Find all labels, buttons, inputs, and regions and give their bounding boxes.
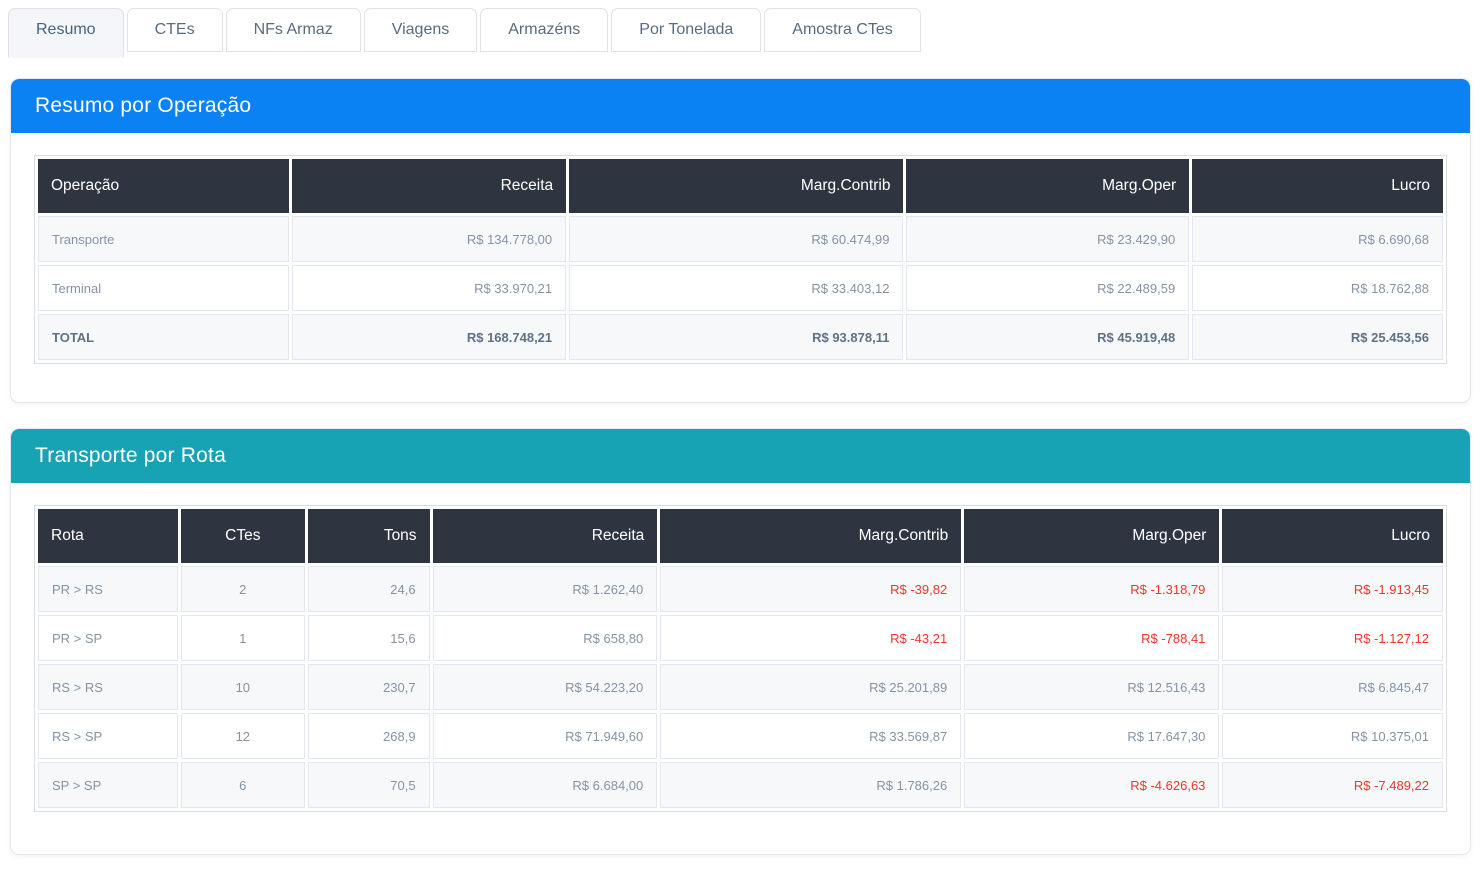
column-header-marg-contrib: Marg.Contrib: [569, 159, 904, 213]
cell-marg-oper: R$ 23.429,90: [906, 216, 1190, 262]
cell-ctes: 6: [181, 762, 305, 808]
cell-rota: PR > RS: [38, 566, 179, 612]
cell-marg-contrib: R$ 33.403,12: [569, 265, 904, 311]
cell-total-lucro: R$ 25.453,56: [1192, 314, 1443, 360]
cell-tons: 24,6: [307, 566, 430, 612]
cell-receita: R$ 134.778,00: [291, 216, 567, 262]
column-header-receita: Receita: [291, 159, 567, 213]
column-header-receita: Receita: [432, 509, 658, 563]
panel-resumo-header: Resumo por Operação: [11, 79, 1470, 133]
table-row-pr-sp: PR > SP 1 15,6 R$ 658,80 R$ -43,21 R$ -7…: [38, 615, 1443, 661]
column-header-operacao: Operação: [38, 159, 289, 213]
column-header-marg-oper: Marg.Oper: [906, 159, 1190, 213]
cell-receita: R$ 33.970,21: [291, 265, 567, 311]
tab-viagens[interactable]: Viagens: [363, 8, 478, 52]
rota-table-header-row: Rota CTes Tons Receita Marg.Contrib Marg…: [38, 509, 1443, 563]
column-header-rota: Rota: [38, 509, 179, 563]
cell-total-receita: R$ 168.748,21: [291, 314, 567, 360]
cell-rota: PR > SP: [38, 615, 179, 661]
cell-receita: R$ 71.949,60: [432, 713, 658, 759]
cell-rota: RS > RS: [38, 664, 179, 710]
panel-rota-title: Transporte por Rota: [35, 444, 226, 467]
cell-tons: 268,9: [307, 713, 430, 759]
column-header-lucro: Lucro: [1192, 159, 1443, 213]
panel-rota-header: Transporte por Rota: [11, 429, 1470, 483]
panel-rota-body: Rota CTes Tons Receita Marg.Contrib Marg…: [11, 483, 1470, 854]
cell-lucro: R$ 18.762,88: [1192, 265, 1443, 311]
cell-marg-oper: R$ -1.318,79: [964, 566, 1220, 612]
table-row-sp-sp: SP > SP 6 70,5 R$ 6.684,00 R$ 1.786,26 R…: [38, 762, 1443, 808]
table-row-pr-rs: PR > RS 2 24,6 R$ 1.262,40 R$ -39,82 R$ …: [38, 566, 1443, 612]
cell-ctes: 2: [181, 566, 305, 612]
panel-transporte-por-rota: Transporte por Rota Rota CTes Tons Recei…: [10, 428, 1471, 855]
cell-total-marg-contrib: R$ 93.878,11: [569, 314, 904, 360]
cell-tons: 230,7: [307, 664, 430, 710]
operacao-table-header-row: Operação Receita Marg.Contrib Marg.Oper …: [38, 159, 1443, 213]
cell-tons: 15,6: [307, 615, 430, 661]
cell-marg-contrib: R$ 25.201,89: [660, 664, 962, 710]
cell-marg-contrib: R$ 33.569,87: [660, 713, 962, 759]
tab-resumo[interactable]: Resumo: [8, 8, 124, 58]
cell-lucro: R$ 6.690,68: [1192, 216, 1443, 262]
tab-armazens[interactable]: Armazéns: [480, 8, 609, 52]
cell-marg-contrib: R$ -39,82: [660, 566, 962, 612]
column-header-marg-contrib: Marg.Contrib: [660, 509, 962, 563]
cell-marg-oper: R$ -4.626,63: [964, 762, 1220, 808]
tab-amostra-ctes[interactable]: Amostra CTes: [764, 8, 921, 52]
cell-total-label: TOTAL: [38, 314, 289, 360]
cell-receita: R$ 54.223,20: [432, 664, 658, 710]
cell-tons: 70,5: [307, 762, 430, 808]
column-header-ctes: CTes: [181, 509, 305, 563]
cell-lucro: R$ -1.913,45: [1222, 566, 1443, 612]
cell-rota: RS > SP: [38, 713, 179, 759]
cell-operacao: Transporte: [38, 216, 289, 262]
cell-operacao: Terminal: [38, 265, 289, 311]
cell-receita: R$ 1.262,40: [432, 566, 658, 612]
cell-receita: R$ 6.684,00: [432, 762, 658, 808]
panel-resumo-body: Operação Receita Marg.Contrib Marg.Oper …: [11, 133, 1470, 402]
cell-ctes: 1: [181, 615, 305, 661]
rota-table: Rota CTes Tons Receita Marg.Contrib Marg…: [34, 505, 1447, 812]
panel-resumo-por-operacao: Resumo por Operação Operação Receita Mar…: [10, 78, 1471, 403]
tab-por-tonelada[interactable]: Por Tonelada: [611, 8, 762, 52]
column-header-tons: Tons: [307, 509, 430, 563]
table-row-transporte: Transporte R$ 134.778,00 R$ 60.474,99 R$…: [38, 216, 1443, 262]
cell-lucro: R$ -7.489,22: [1222, 762, 1443, 808]
cell-ctes: 10: [181, 664, 305, 710]
cell-rota: SP > SP: [38, 762, 179, 808]
tab-nfs-armaz[interactable]: NFs Armaz: [225, 8, 361, 52]
panel-resumo-title: Resumo por Operação: [35, 94, 252, 117]
tab-bar: Resumo CTEs NFs Armaz Viagens Armazéns P…: [8, 8, 1481, 58]
cell-marg-oper: R$ 17.647,30: [964, 713, 1220, 759]
cell-lucro: R$ -1.127,12: [1222, 615, 1443, 661]
cell-lucro: R$ 10.375,01: [1222, 713, 1443, 759]
cell-total-marg-oper: R$ 45.919,48: [906, 314, 1190, 360]
operacao-table: Operação Receita Marg.Contrib Marg.Oper …: [34, 155, 1447, 364]
cell-marg-contrib: R$ 1.786,26: [660, 762, 962, 808]
cell-marg-contrib: R$ -43,21: [660, 615, 962, 661]
column-header-marg-oper: Marg.Oper: [964, 509, 1220, 563]
table-row-total: TOTAL R$ 168.748,21 R$ 93.878,11 R$ 45.9…: [38, 314, 1443, 360]
cell-marg-oper: R$ 22.489,59: [906, 265, 1190, 311]
cell-marg-contrib: R$ 60.474,99: [569, 216, 904, 262]
table-row-rs-rs: RS > RS 10 230,7 R$ 54.223,20 R$ 25.201,…: [38, 664, 1443, 710]
tab-ctes[interactable]: CTEs: [126, 8, 223, 52]
cell-lucro: R$ 6.845,47: [1222, 664, 1443, 710]
cell-ctes: 12: [181, 713, 305, 759]
cell-marg-oper: R$ -788,41: [964, 615, 1220, 661]
table-row-rs-sp: RS > SP 12 268,9 R$ 71.949,60 R$ 33.569,…: [38, 713, 1443, 759]
cell-receita: R$ 658,80: [432, 615, 658, 661]
table-row-terminal: Terminal R$ 33.970,21 R$ 33.403,12 R$ 22…: [38, 265, 1443, 311]
column-header-lucro: Lucro: [1222, 509, 1443, 563]
cell-marg-oper: R$ 12.516,43: [964, 664, 1220, 710]
